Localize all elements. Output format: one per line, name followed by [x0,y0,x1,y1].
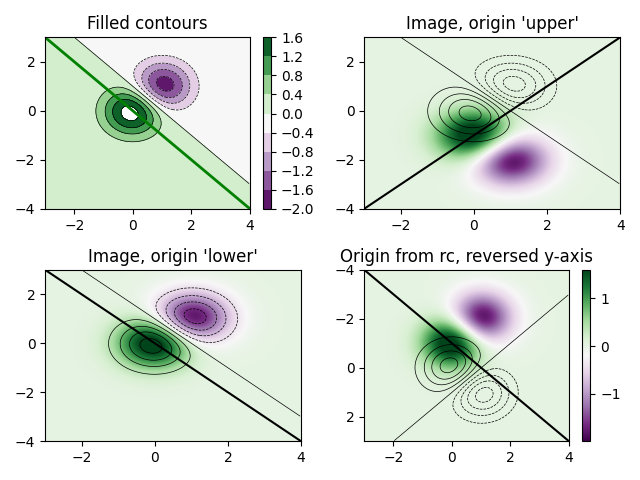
Title: Filled contours: Filled contours [87,15,208,33]
Title: Origin from rc, reversed y-axis: Origin from rc, reversed y-axis [340,248,593,265]
Title: Image, origin 'lower': Image, origin 'lower' [88,248,258,265]
Title: Image, origin 'upper': Image, origin 'upper' [406,15,579,33]
